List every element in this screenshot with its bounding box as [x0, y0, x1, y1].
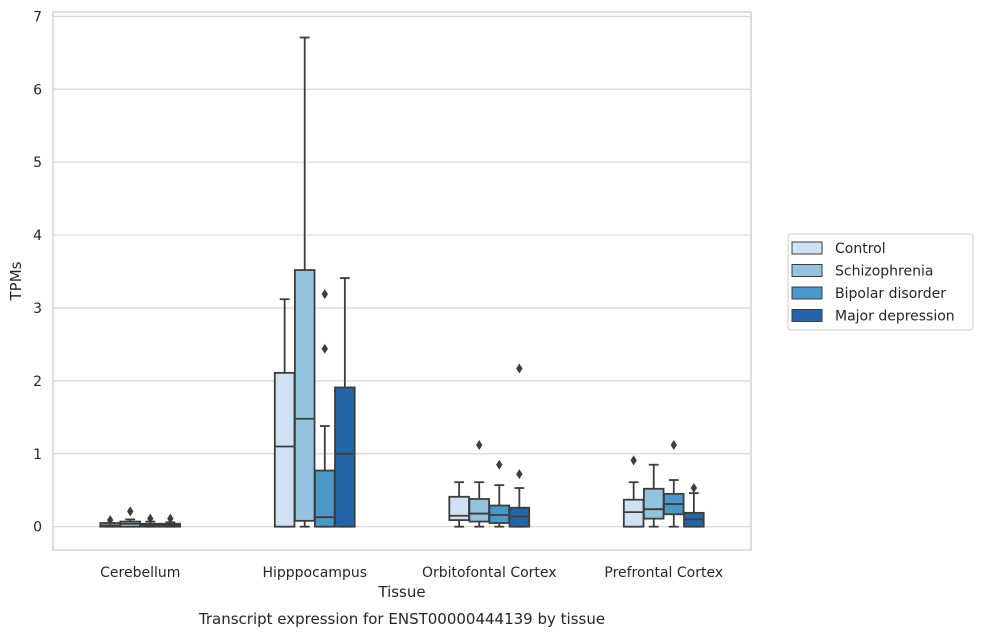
x-tick-label: Prefrontal Cortex: [604, 565, 723, 581]
legend: Control Schizophrenia Bipolar disorder Majo…: [787, 233, 974, 331]
box-iqr: [468, 498, 490, 523]
legend-label: Control: [835, 241, 886, 257]
box-iqr: [273, 371, 296, 528]
outlier-point: [127, 506, 134, 517]
legend-frame: [787, 233, 974, 331]
outlier-point: [496, 459, 503, 470]
box-orbitofontal-cortex-major-depression: [508, 363, 531, 528]
x-tick-label: Hipppocampus: [262, 565, 367, 581]
box-prefrontal-cortex-control: [622, 455, 645, 528]
y-tick-label: 5: [33, 155, 42, 171]
y-tick-label: 6: [33, 82, 42, 98]
outlier-point: [147, 513, 154, 524]
box-iqr: [622, 498, 645, 528]
legend-label: Major depression: [835, 309, 955, 325]
outlier-point: [630, 455, 637, 466]
legend-swatch: [791, 286, 823, 300]
box-iqr: [334, 386, 356, 528]
outlier-point: [690, 483, 698, 494]
box-iqr: [314, 469, 336, 528]
box-hipppocampus-schizophrenia: [293, 36, 316, 528]
y-tick-label: 4: [33, 228, 42, 244]
legend-label: Bipolar disorder: [835, 286, 946, 302]
y-tick-label: 2: [33, 374, 42, 390]
y-tick-label: 0: [33, 520, 42, 536]
box-iqr: [293, 269, 316, 522]
box-hipppocampus-bipolar-disorder: [314, 289, 336, 528]
chart-caption: Transcript expression for ENST0000044413…: [198, 610, 605, 628]
y-tick-label: 7: [33, 9, 42, 25]
outlier-point: [670, 440, 677, 451]
box-iqr: [642, 487, 665, 520]
outlier-point: [516, 469, 523, 480]
box-hipppocampus-control: [273, 298, 296, 528]
box-cerebellum-bipolar-disorder: [139, 513, 162, 528]
box-cerebellum-major-depression: [159, 513, 182, 528]
box-hipppocampus-major-depression: [334, 277, 356, 528]
y-axis-title: TPMs: [7, 261, 25, 301]
legend-label: Schizophrenia: [835, 264, 933, 280]
x-tick-labels: Cerebellum Hipppocampus Orbitofontal Corte…: [100, 565, 723, 581]
y-tick-label: 3: [33, 301, 42, 317]
outlier-point: [321, 289, 328, 300]
outlier-point: [321, 343, 328, 354]
box-prefrontal-cortex-major-depression: [683, 483, 705, 528]
boxplots: [99, 36, 705, 528]
gridlines: [53, 15, 751, 528]
box-orbitofontal-cortex-control: [448, 481, 470, 528]
outlier-point: [516, 363, 523, 374]
plot-frame: [52, 11, 752, 551]
box-cerebellum-schizophrenia: [119, 506, 141, 528]
box-cerebellum-control: [99, 515, 121, 528]
x-axis-title: Tissue: [377, 583, 425, 601]
box-prefrontal-cortex-schizophrenia: [642, 463, 665, 528]
y-tick-label: 1: [33, 447, 42, 463]
box-orbitofontal-cortex-schizophrenia: [468, 440, 490, 528]
legend-swatch: [791, 264, 823, 277]
legend-swatch: [791, 241, 823, 255]
x-tick-label: Cerebellum: [100, 565, 180, 581]
box-orbitofontal-cortex-bipolar-disorder: [488, 459, 511, 528]
outlier-point: [106, 515, 114, 526]
y-tick-labels: 0 1 2 3 4 5 6 7: [33, 9, 42, 535]
x-tick-label: Orbitofontal Cortex: [422, 565, 557, 581]
outlier-point: [476, 440, 483, 451]
box-prefrontal-cortex-bipolar-disorder: [663, 440, 685, 528]
legend-swatch: [791, 309, 823, 322]
outlier-point: [167, 513, 174, 524]
